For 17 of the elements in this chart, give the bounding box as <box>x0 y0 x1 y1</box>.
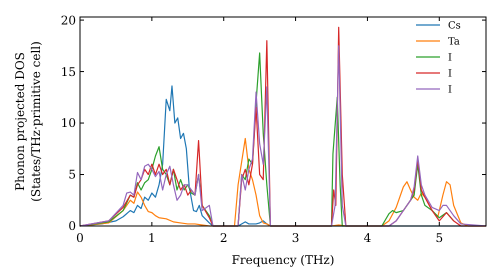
y-tick-label: 15 <box>60 64 76 79</box>
x-tick-label: 2 <box>220 231 228 245</box>
x-tick-label: 4 <box>364 231 372 245</box>
x-tick-label: 1 <box>148 231 156 245</box>
legend-label: I <box>448 68 452 80</box>
y-axis-title: Phonon projected DOS (States/THz·primitive cell) <box>13 41 43 202</box>
legend-label: I <box>448 84 452 96</box>
legend-label: I <box>448 52 452 64</box>
x-tick-label: 3 <box>292 231 300 245</box>
y-tick-label: 0 <box>68 219 76 234</box>
y-tick-label: 20 <box>60 13 76 28</box>
y-tick-label: 5 <box>68 168 76 182</box>
y-tick-label: 10 <box>60 116 76 130</box>
legend-label: Ta <box>448 36 460 48</box>
x-axis-title: Frequency (THz) <box>232 253 334 267</box>
legend-label: Cs <box>448 20 461 32</box>
x-tick-label: 5 <box>435 231 444 245</box>
